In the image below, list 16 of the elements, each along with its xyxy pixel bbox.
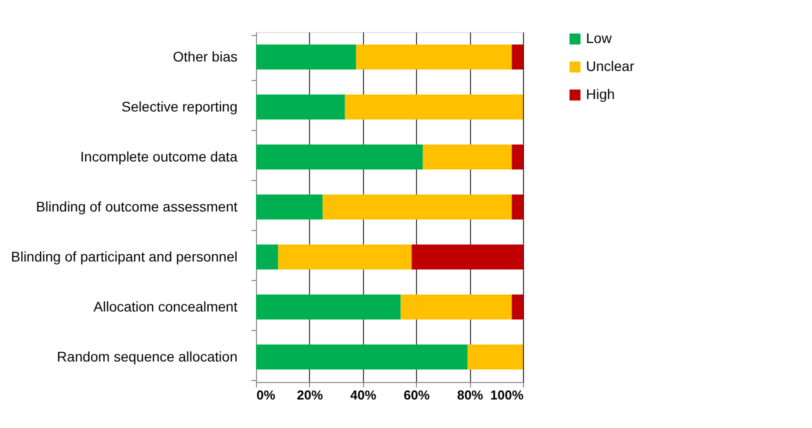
legend-label: Low [586,30,613,46]
x-tick-label: 0% [256,388,276,402]
y-tick-label: Selective reporting [122,98,238,114]
x-tick-label: 80% [457,388,484,402]
y-tick-label: Random sequence allocation [56,348,238,364]
y-tick-label: Blinding of outcome assessment [36,198,238,214]
y-tick-label: Blinding of participant and personnel [11,248,238,264]
x-tick-label: 20% [296,388,324,402]
legend-label: High [586,86,615,102]
legend-label: Unclear [586,58,635,74]
y-tick-label: Other bias [172,48,238,64]
x-tick-label: 60% [404,388,430,402]
x-tick-label: 100% [490,388,524,402]
x-tick-label: 40% [350,388,377,402]
y-tick-label: Allocation concealment [94,298,238,314]
y-tick-label: Incomplete outcome data [80,148,238,164]
